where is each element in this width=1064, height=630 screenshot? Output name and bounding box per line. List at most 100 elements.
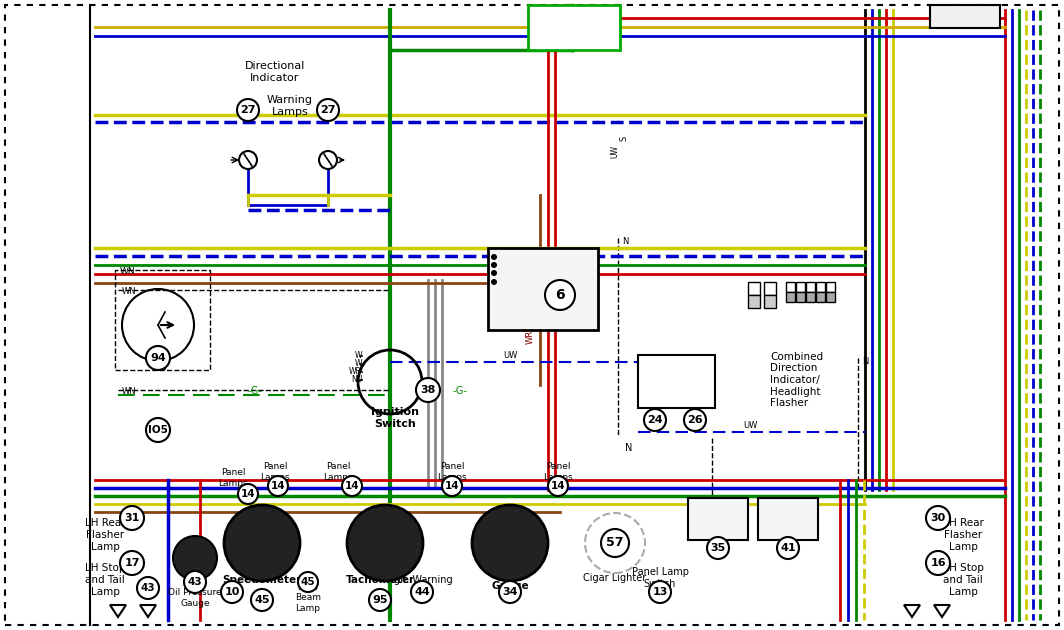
Text: Cigar Lighter: Cigar Lighter	[583, 573, 647, 583]
Bar	[764, 282, 776, 295]
Text: WN: WN	[122, 387, 136, 396]
Text: 14: 14	[445, 481, 460, 491]
Text: -G-: -G-	[248, 386, 263, 396]
Circle shape	[369, 589, 390, 611]
Text: N: N	[625, 443, 632, 453]
Bar	[826, 292, 835, 302]
Circle shape	[491, 279, 497, 285]
Circle shape	[238, 484, 257, 504]
Text: 2: 2	[500, 253, 505, 261]
Text: 41: 41	[780, 543, 796, 553]
Circle shape	[491, 262, 497, 268]
Text: Lighting
Switch: Lighting Switch	[495, 304, 546, 326]
Text: UW: UW	[503, 352, 517, 360]
Text: IO5: IO5	[148, 425, 168, 435]
Bar	[816, 292, 825, 302]
Circle shape	[342, 476, 362, 496]
Bar	[786, 292, 795, 302]
Circle shape	[411, 581, 433, 603]
Text: 43: 43	[140, 583, 155, 593]
Bar	[488, 248, 598, 330]
Circle shape	[225, 505, 300, 581]
Text: 45: 45	[301, 577, 315, 587]
Text: 27: 27	[240, 105, 255, 115]
Circle shape	[926, 506, 950, 530]
Circle shape	[777, 537, 799, 559]
Bar	[115, 270, 210, 370]
Text: RH Stop
and Tail
Lamp: RH Stop and Tail Lamp	[942, 563, 984, 597]
Circle shape	[491, 270, 497, 276]
Circle shape	[601, 529, 629, 557]
Bar	[807, 292, 815, 302]
Text: 35: 35	[711, 543, 726, 553]
Text: High
Beam
Lamp: High Beam Lamp	[295, 583, 321, 613]
Text: Fuel Gauge
Tank Unit: Fuel Gauge Tank Unit	[687, 505, 749, 527]
Text: 95: 95	[372, 595, 387, 605]
Circle shape	[317, 99, 339, 121]
Text: WR: WR	[349, 367, 362, 377]
Text: 6: 6	[500, 268, 505, 277]
Circle shape	[416, 378, 440, 402]
Circle shape	[926, 551, 950, 575]
Text: -G-: -G-	[452, 386, 467, 396]
Circle shape	[298, 572, 318, 592]
Text: 31: 31	[124, 513, 139, 523]
Circle shape	[442, 476, 462, 496]
Text: LH Stop
and Tail
Lamp: LH Stop and Tail Lamp	[85, 563, 126, 597]
Text: N: N	[862, 357, 868, 367]
Text: 14: 14	[551, 481, 565, 491]
Text: Panel Lamp
Switch: Panel Lamp Switch	[632, 567, 688, 589]
Text: Fuel
Gauge: Fuel Gauge	[492, 569, 529, 591]
Text: Warning: Warning	[267, 95, 313, 105]
Circle shape	[184, 571, 206, 593]
Bar	[528, 5, 620, 50]
Text: RH Rear
Flasher
Lamp: RH Rear Flasher Lamp	[942, 518, 984, 552]
Circle shape	[649, 581, 671, 603]
Text: Horn
Push: Horn Push	[661, 367, 692, 389]
Text: Lamps: Lamps	[271, 107, 309, 117]
Text: 57: 57	[606, 537, 624, 549]
Polygon shape	[140, 605, 156, 617]
Text: Panel
Lamps: Panel Lamps	[323, 462, 353, 482]
Bar	[796, 292, 805, 302]
Text: 16: 16	[930, 558, 946, 568]
Circle shape	[472, 505, 548, 581]
Text: W: W	[354, 352, 362, 360]
Text: LH Rear
Flasher
Lamp: LH Rear Flasher Lamp	[85, 518, 126, 552]
Text: 24: 24	[647, 415, 663, 425]
Text: 8: 8	[500, 277, 505, 287]
Text: Tachometer: Tachometer	[346, 575, 415, 585]
Polygon shape	[934, 605, 950, 617]
Text: NU: NU	[351, 375, 362, 384]
Text: 43: 43	[187, 577, 202, 587]
Circle shape	[251, 589, 273, 611]
Text: Directional
Indicator: Directional Indicator	[245, 61, 305, 83]
Text: UW: UW	[743, 421, 758, 430]
Text: 10: 10	[225, 587, 239, 597]
Text: 14: 14	[270, 481, 285, 491]
Text: 27: 27	[320, 105, 336, 115]
Circle shape	[173, 536, 217, 580]
Circle shape	[120, 551, 144, 575]
Text: Panel
Lamps: Panel Lamps	[261, 462, 289, 482]
Bar	[796, 282, 805, 292]
Text: Panel
Lamps: Panel Lamps	[218, 468, 248, 488]
Circle shape	[146, 418, 170, 442]
Bar	[688, 498, 748, 540]
Text: UW: UW	[611, 146, 619, 159]
Text: WN: WN	[122, 287, 136, 297]
Circle shape	[268, 476, 288, 496]
Bar	[764, 295, 776, 308]
Text: 30: 30	[930, 513, 946, 523]
Text: Control
Box: Control Box	[551, 15, 597, 37]
Bar	[807, 282, 815, 292]
Bar	[638, 355, 715, 408]
Circle shape	[237, 99, 259, 121]
Text: 45: 45	[254, 595, 270, 605]
Bar	[786, 282, 795, 292]
Text: 26: 26	[687, 415, 703, 425]
Circle shape	[499, 581, 521, 603]
Text: 38: 38	[420, 385, 435, 395]
Text: 14: 14	[240, 489, 255, 499]
Text: WR: WR	[526, 330, 534, 344]
